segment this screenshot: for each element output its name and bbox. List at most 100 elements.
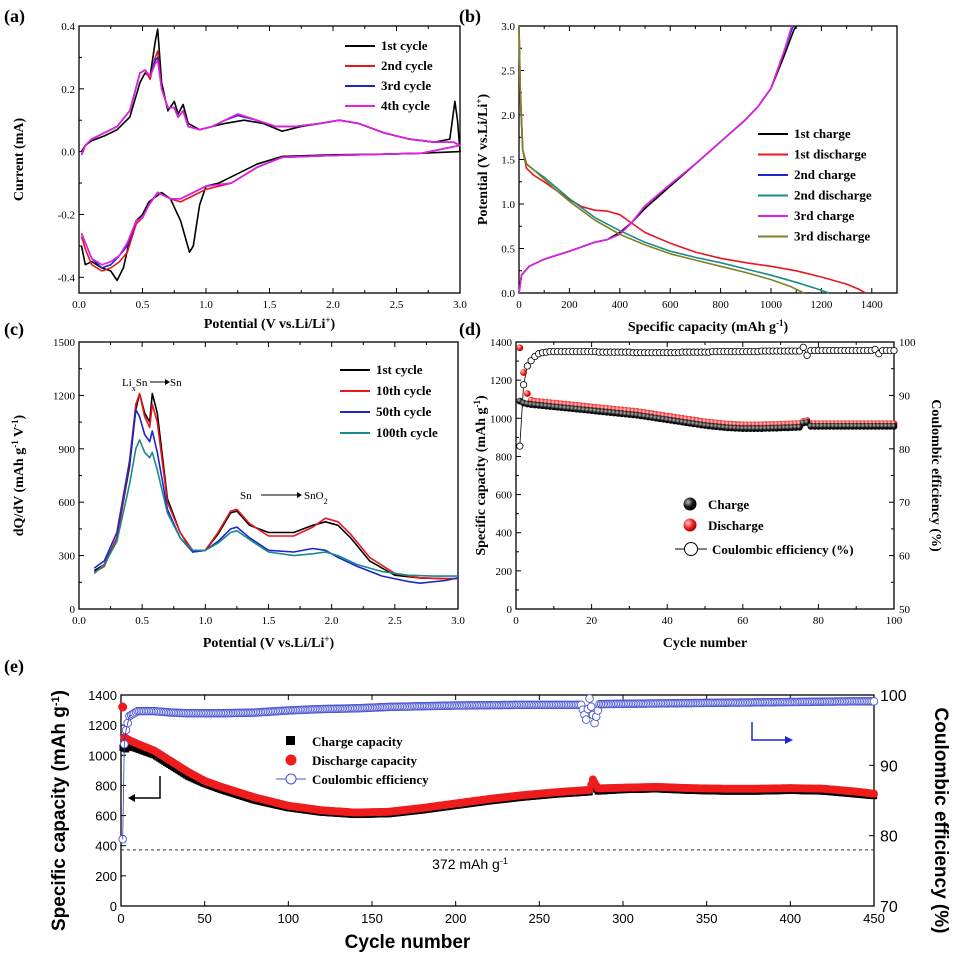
label-part: dQ/dV (mAh g (12, 448, 27, 536)
x-tick-label: 0 (117, 911, 124, 926)
dqdv-curve-4 (93, 439, 458, 577)
y-tick-label: 1000 (88, 748, 117, 763)
discharge-point (118, 702, 128, 712)
y-tick-label: 1000 (490, 413, 513, 425)
y-tick-label: 0 (110, 899, 117, 914)
y-tick-label: 1.0 (501, 199, 515, 211)
ce-point (799, 343, 807, 351)
x-tick-label: 1.0 (198, 615, 212, 627)
y2-tick-label: 50 (899, 604, 911, 616)
discharge-markers (516, 344, 898, 429)
label-part: Specific capacity (mAh g (628, 320, 776, 335)
y-tick-label: 0.2 (61, 84, 75, 96)
x-tick-label: 1400 (861, 299, 884, 311)
y-tick-label: 1400 (490, 337, 513, 349)
legend-label: Charge capacity (312, 734, 403, 749)
label-part: Sn (240, 490, 252, 502)
voltage-profile-1 (518, 25, 797, 294)
x-tick-label: 20 (586, 615, 598, 627)
y-tick-label: 900 (59, 444, 76, 456)
voltage-profile-5 (518, 25, 794, 294)
y2-tick-label: 100 (899, 337, 916, 349)
label-part: ) (476, 94, 491, 99)
y-tick-label: 800 (95, 778, 117, 793)
y-tick-label: 400 (95, 839, 117, 854)
y-axis-label: Potential (V vs.Li/Li+) (474, 94, 491, 226)
y-tick-label: 600 (496, 490, 513, 502)
y2-tick-label: 60 (899, 551, 911, 563)
x-tick-label: 0 (513, 615, 519, 627)
panel-a: 0.0 0.5 1.0 1.5 2.0 2.5 3.0 -0.4 -0.2 0.0 0.2 0.4 (a… (4, 6, 467, 332)
x-tick-label: 1.0 (199, 299, 213, 311)
legend-label: Coulombic efficiency (%) (712, 542, 854, 557)
legend-label: 1st cycle (381, 38, 428, 53)
plot-frame (120, 694, 875, 907)
ce-point (581, 715, 591, 724)
y-tick-label: 400 (496, 528, 513, 540)
label-part: x (132, 384, 136, 393)
label-part: ) (49, 690, 70, 696)
x-tick-label: 600 (662, 299, 679, 311)
label-part: Potential (V vs.Li/Li (476, 104, 491, 226)
discharge-point (523, 390, 531, 397)
label-part: SnO (304, 490, 324, 502)
legend-label: Coulombic efficiency (312, 772, 429, 787)
x-tick-label: 1.5 (262, 615, 276, 627)
legend-label: 4th cycle (381, 98, 430, 113)
label-part: Potential (V vs.Li/Li (203, 636, 325, 651)
legend-label: 100th cycle (376, 425, 438, 440)
label-part: -1 (500, 856, 508, 866)
y-axis-label: Specific capacity (mAh g-1) (472, 395, 489, 556)
plot-frame (515, 341, 895, 610)
annotation-lixsn: LixSn (122, 377, 148, 393)
ce-point (516, 442, 524, 450)
panel-label: (a) (4, 6, 25, 27)
ce-point (869, 697, 879, 706)
reference-label: 372 mAh g-1 (432, 856, 508, 872)
panel-label: (c) (4, 319, 24, 340)
legend-label: 1st cycle (376, 362, 423, 377)
y2-tick-label: 90 (880, 758, 898, 775)
y-tick-label: 3.0 (501, 21, 515, 33)
legend-swatch (683, 518, 697, 532)
discharge-point (516, 344, 524, 352)
legend-label: Charge (708, 497, 749, 512)
left-axis-arrowhead (128, 794, 135, 802)
x-axis-label: Potential (V vs.Li/Li+) (204, 315, 336, 332)
label-part: ) (783, 320, 788, 335)
y2-tick-label: 70 (899, 497, 911, 509)
x-tick-label: 400 (779, 911, 801, 926)
panel-label: (d) (459, 319, 481, 340)
y-tick-label: 300 (59, 551, 76, 563)
label-part: -1 (10, 419, 20, 427)
charge-markers (516, 397, 898, 432)
y-tick-label: 600 (59, 497, 76, 509)
panel-b: 0 200 400 600 800 1000 1200 1400 0.0 0.5 1.0 1.5 2.0… (459, 6, 898, 335)
label-part: -1 (776, 318, 784, 328)
discharge-markers (118, 702, 878, 817)
x-tick-label: 0.5 (136, 299, 150, 311)
label-part: Specific capacity (mAh g (474, 408, 489, 556)
annotation-target: Sn (170, 377, 182, 389)
right-axis-arrow (751, 722, 785, 741)
dqdv-curve-2 (93, 392, 458, 580)
legend-label: 2nd discharge (794, 188, 872, 203)
legend-label: 2nd charge (794, 167, 856, 182)
annotation-sn: Sn (240, 490, 252, 502)
label-part: -1 (50, 696, 62, 706)
legend-label: 3rd cycle (381, 78, 431, 93)
label-part: ) (330, 317, 335, 332)
y-tick-label: 1200 (53, 390, 76, 402)
discharge-point (520, 369, 527, 376)
x-tick-label: 150 (361, 911, 383, 926)
label-part: -1 (472, 400, 482, 408)
charge-point (890, 422, 898, 430)
x-tick-label: 1.5 (263, 299, 277, 311)
y-tick-label: 2.0 (501, 110, 515, 122)
legend-swatch (683, 497, 697, 511)
ce-markers (516, 343, 898, 450)
ce-point (586, 702, 596, 711)
label-part: 2 (324, 497, 328, 506)
x-axis-label: Cycle number (663, 636, 747, 651)
y-tick-label: 1400 (88, 688, 117, 703)
